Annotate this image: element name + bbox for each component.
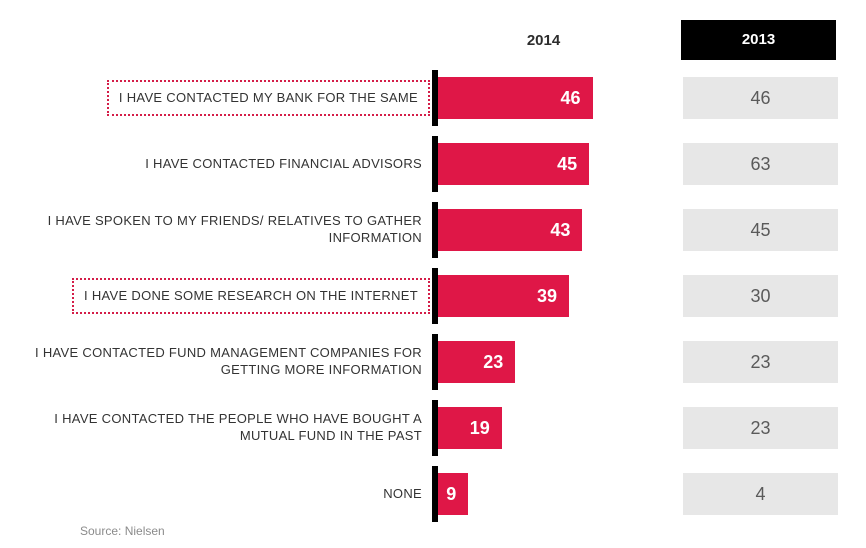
label-cell: NONE [10,486,430,503]
bar-cell: 45 [438,143,653,185]
bar-value-2014: 9 [446,484,456,505]
bar-cell: 23 [438,341,653,383]
bar-value-2014: 46 [561,88,581,109]
chart-row: I HAVE SPOKEN TO MY FRIENDS/ RELATIVES T… [10,202,856,258]
cell-2013: 63 [683,143,838,185]
header-2013: 2013 [681,20,836,60]
cell-2013: 4 [683,473,838,515]
value-2013: 45 [750,220,770,241]
cell-2013: 30 [683,275,838,317]
cell-2013: 23 [683,407,838,449]
value-2013: 23 [750,352,770,373]
value-2013: 23 [750,418,770,439]
row-label: NONE [383,486,430,503]
label-cell: I HAVE CONTACTED MY BANK FOR THE SAME [10,80,430,117]
value-2013: 63 [750,154,770,175]
bar-cell: 19 [438,407,653,449]
row-label: I HAVE CONTACTED THE PEOPLE WHO HAVE BOU… [10,411,430,445]
row-label: I HAVE SPOKEN TO MY FRIENDS/ RELATIVES T… [10,213,430,247]
row-label: I HAVE CONTACTED MY BANK FOR THE SAME [107,80,430,117]
bar-value-2014: 43 [550,220,570,241]
row-label: I HAVE CONTACTED FINANCIAL ADVISORS [145,156,430,173]
cell-2013: 46 [683,77,838,119]
label-cell: I HAVE CONTACTED FINANCIAL ADVISORS [10,156,430,173]
label-cell: I HAVE CONTACTED THE PEOPLE WHO HAVE BOU… [10,411,430,445]
cell-2013: 45 [683,209,838,251]
bar-2014: 46 [438,77,593,119]
label-cell: I HAVE DONE SOME RESEARCH ON THE INTERNE… [10,278,430,315]
bar-2014: 45 [438,143,589,185]
label-cell: I HAVE SPOKEN TO MY FRIENDS/ RELATIVES T… [10,213,430,247]
chart-row: I HAVE CONTACTED FINANCIAL ADVISORS 45 63 [10,136,856,192]
header-row: 2014 2013 [10,20,856,60]
chart-row: I HAVE CONTACTED MY BANK FOR THE SAME 46 4… [10,70,856,126]
source-text: Source: Nielsen [80,524,165,538]
header-2014: 2014 [436,32,651,49]
bar-value-2014: 39 [537,286,557,307]
value-2013: 30 [750,286,770,307]
bar-value-2014: 45 [557,154,577,175]
chart-container: 2014 2013 I HAVE CONTACTED MY BANK FOR T… [0,0,866,548]
chart-rows: I HAVE CONTACTED MY BANK FOR THE SAME 46 4… [10,70,856,522]
chart-row: I HAVE CONTACTED THE PEOPLE WHO HAVE BOU… [10,400,856,456]
label-cell: I HAVE CONTACTED FUND MANAGEMENT COMPANI… [10,345,430,379]
chart-row: I HAVE CONTACTED FUND MANAGEMENT COMPANI… [10,334,856,390]
value-2013: 46 [750,88,770,109]
bar-2014: 19 [438,407,502,449]
bar-2014: 39 [438,275,569,317]
bar-2014: 43 [438,209,582,251]
bar-cell: 39 [438,275,653,317]
row-label: I HAVE CONTACTED FUND MANAGEMENT COMPANI… [10,345,430,379]
chart-row: I HAVE DONE SOME RESEARCH ON THE INTERNE… [10,268,856,324]
bar-2014: 23 [438,341,515,383]
bar-value-2014: 19 [470,418,490,439]
cell-2013: 23 [683,341,838,383]
bar-value-2014: 23 [483,352,503,373]
chart-row: NONE 9 4 [10,466,856,522]
bar-cell: 46 [438,77,653,119]
bar-2014: 9 [438,473,468,515]
value-2013: 4 [755,484,765,505]
bar-cell: 43 [438,209,653,251]
row-label: I HAVE DONE SOME RESEARCH ON THE INTERNE… [72,278,430,315]
bar-cell: 9 [438,473,653,515]
